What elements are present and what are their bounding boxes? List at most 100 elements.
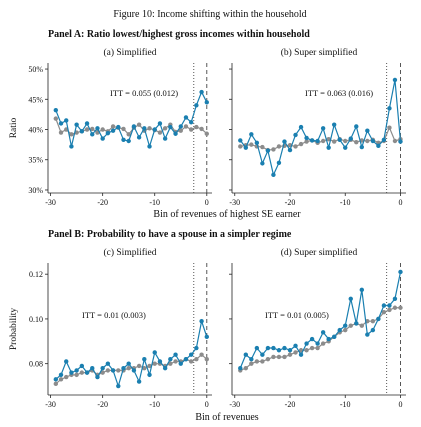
- data-point-control: [343, 327, 348, 333]
- data-point-treated: [260, 352, 265, 357]
- panel-subtitle: (a) Simplified: [103, 47, 156, 58]
- data-point-treated: [376, 316, 381, 322]
- data-point-treated: [136, 379, 142, 384]
- data-point-control: [392, 138, 398, 144]
- data-point-treated: [110, 128, 116, 133]
- data-point-control: [260, 359, 265, 364]
- data-point-treated: [287, 348, 293, 353]
- data-point-treated: [365, 128, 370, 133]
- data-point-control: [381, 310, 387, 315]
- data-point-treated: [136, 135, 142, 140]
- data-point-treated: [105, 361, 111, 366]
- panels: (a) Simplified 30% 35% 40% 45% 50% -30 -20 -10 0 R…: [9, 47, 406, 423]
- y-tick-label: 0.10: [29, 315, 43, 324]
- data-point-control: [354, 140, 359, 145]
- data-point-control: [90, 126, 95, 132]
- data-point-treated: [58, 121, 64, 126]
- data-point-control: [116, 368, 121, 373]
- data-point-treated: [194, 345, 199, 351]
- data-point-treated: [320, 330, 326, 335]
- data-point-treated: [298, 352, 304, 357]
- data-point-treated: [126, 138, 131, 144]
- data-point-treated: [162, 136, 168, 141]
- data-point-control: [126, 132, 131, 137]
- data-point-treated: [343, 323, 348, 328]
- x-tick-label: -20: [285, 400, 296, 409]
- x-tick-label: 0: [205, 198, 209, 207]
- data-point-control: [188, 359, 194, 364]
- x-tick-label: -30: [229, 198, 240, 207]
- data-point-control: [53, 116, 59, 121]
- x-axis-label: Bin of revenues: [195, 412, 258, 423]
- panel-0: (a) Simplified 30% 35% 40% 45% 50% -30 -20 -10 0 R…: [9, 47, 212, 207]
- data-point-treated: [243, 352, 249, 357]
- data-point-control: [100, 370, 105, 375]
- data-point-treated: [326, 336, 331, 342]
- x-tick-label: 0: [398, 400, 402, 409]
- y-tick-label: 0.12: [29, 270, 43, 279]
- panel-subtitle: (b) Super simplified: [281, 47, 358, 58]
- data-point-control: [168, 361, 173, 366]
- data-point-treated: [260, 161, 265, 166]
- y-axis-label: Ratio: [9, 117, 19, 138]
- data-point-treated: [392, 296, 398, 301]
- data-point-treated: [168, 124, 173, 130]
- data-point-treated: [69, 144, 74, 149]
- data-point-control: [58, 130, 64, 135]
- data-point-control: [64, 374, 69, 380]
- data-point-control: [265, 357, 271, 362]
- data-point-control: [326, 136, 331, 142]
- data-point-treated: [58, 372, 64, 378]
- data-point-control: [194, 357, 199, 362]
- x-tick-label: 0: [398, 198, 402, 207]
- data-point-treated: [370, 327, 376, 333]
- y-tick-label: 50%: [28, 65, 43, 74]
- panel-subtitle: (c) Simplified: [103, 247, 156, 258]
- data-point-treated: [387, 303, 392, 308]
- data-point-treated: [326, 145, 331, 150]
- data-point-control: [320, 138, 326, 144]
- y-tick-label: 30%: [28, 186, 43, 195]
- data-point-treated: [105, 130, 111, 136]
- data-point-treated: [173, 131, 178, 136]
- data-point-treated: [249, 132, 254, 137]
- data-point-control: [152, 361, 157, 366]
- panel-b-title: Panel B: Probability to have a spouse in…: [48, 229, 292, 240]
- data-point-treated: [178, 124, 183, 129]
- data-point-treated: [183, 357, 189, 362]
- x-tick-label: 0: [205, 400, 209, 409]
- data-point-control: [121, 126, 126, 132]
- data-point-treated: [157, 359, 163, 364]
- data-point-treated: [84, 370, 90, 375]
- data-point-control: [58, 377, 64, 382]
- data-point-control: [183, 124, 189, 129]
- data-point-treated: [173, 352, 178, 357]
- data-point-treated: [90, 365, 95, 371]
- itt-annotation: ITT = 0.01 (0.003): [82, 310, 146, 320]
- x-tick-label: -10: [340, 198, 351, 207]
- data-point-treated: [398, 139, 403, 144]
- data-point-treated: [53, 107, 59, 113]
- data-point-control: [199, 126, 204, 132]
- data-point-treated: [265, 148, 271, 153]
- data-point-treated: [142, 126, 147, 131]
- x-tick-label: -10: [149, 400, 160, 409]
- data-point-control: [178, 128, 183, 133]
- data-point-treated: [162, 365, 168, 371]
- data-point-treated: [370, 138, 376, 144]
- data-point-control: [188, 127, 194, 132]
- data-point-control: [315, 345, 320, 351]
- data-point-treated: [147, 144, 152, 149]
- data-point-control: [53, 381, 59, 387]
- data-point-treated: [337, 137, 342, 142]
- data-point-treated: [100, 365, 105, 371]
- panel-a-title: Panel A: Ratio lowest/highest gross inco…: [48, 29, 310, 40]
- data-point-control: [147, 363, 152, 369]
- data-point-treated: [157, 121, 163, 126]
- data-point-treated: [121, 365, 126, 371]
- data-point-treated: [276, 348, 282, 353]
- itt-annotation: ITT = 0.063 (0.016): [305, 88, 373, 98]
- panel-1: (b) Super simplified -30 -20 -10 0 ITT = 0.06…: [229, 47, 406, 207]
- data-point-treated: [199, 89, 204, 95]
